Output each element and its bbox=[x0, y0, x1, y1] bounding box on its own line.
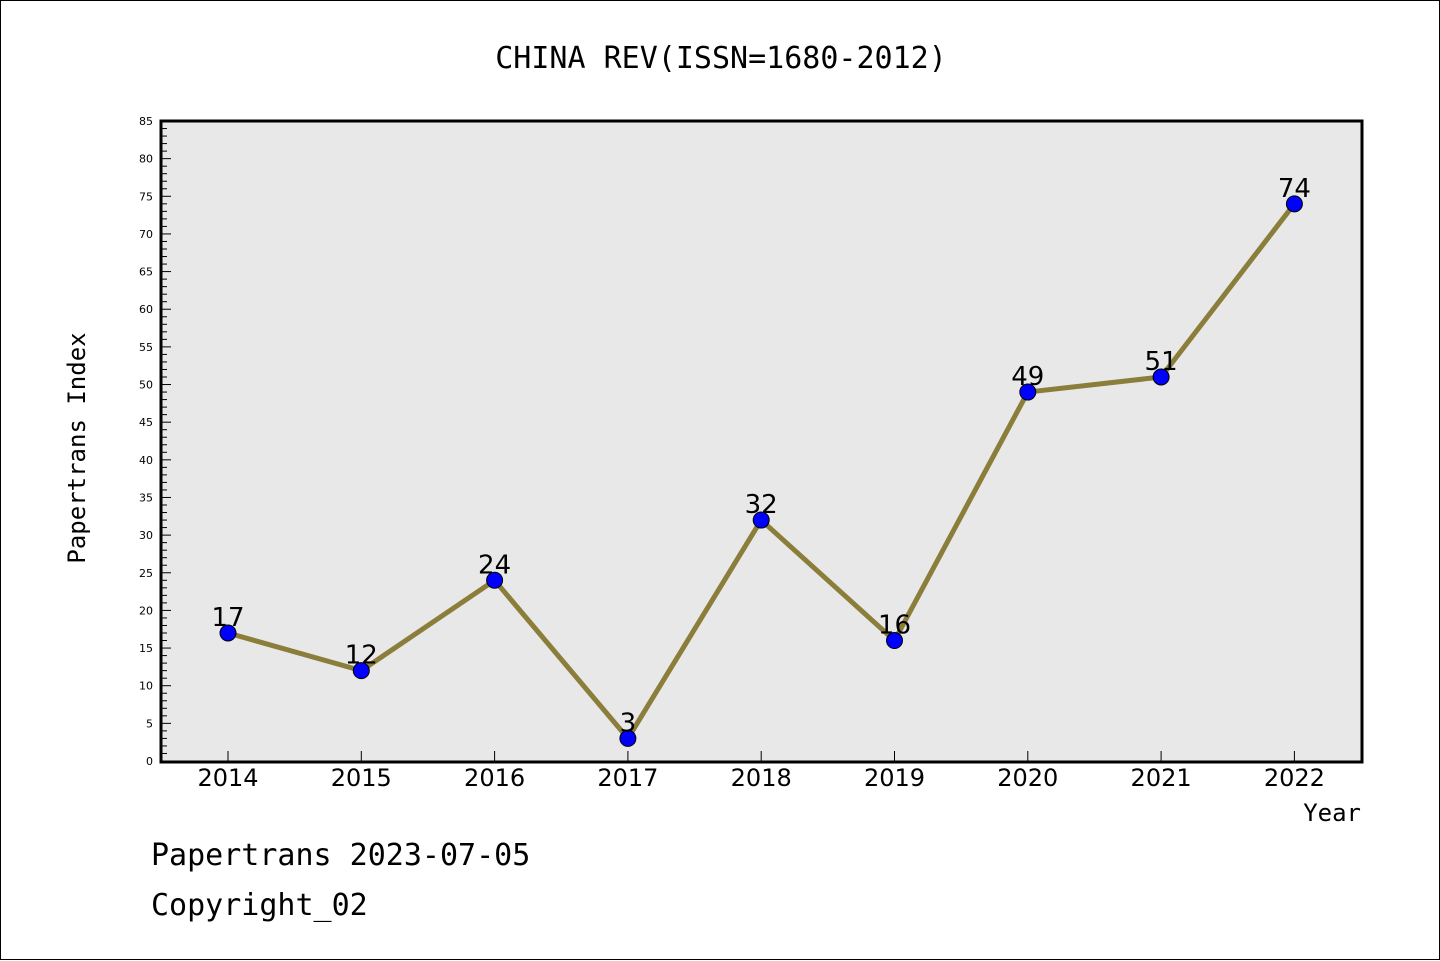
y-tick-label: 10 bbox=[139, 680, 153, 693]
y-tick-label: 25 bbox=[139, 567, 153, 580]
data-point bbox=[1285, 195, 1303, 213]
x-tick-label: 2014 bbox=[197, 764, 258, 792]
y-tick-label: 5 bbox=[146, 717, 153, 730]
x-tick-label: 2017 bbox=[597, 764, 658, 792]
plot-area bbox=[159, 119, 1364, 764]
y-tick-label: 20 bbox=[139, 604, 153, 617]
data-label: 12 bbox=[345, 641, 378, 671]
data-point bbox=[752, 511, 770, 529]
data-label: 74 bbox=[1278, 174, 1311, 204]
data-markers bbox=[219, 195, 1303, 747]
y-tick-label: 15 bbox=[139, 642, 153, 655]
y-tick-label: 35 bbox=[139, 491, 153, 504]
y-tick-label: 70 bbox=[139, 228, 153, 241]
footer-copyright: Copyright_02 bbox=[151, 888, 368, 923]
data-point bbox=[1152, 368, 1170, 386]
y-axis: 0 5 10 15 20 25 30 35 40 45 50 55 60 65 70 75 80 85 bbox=[139, 115, 171, 768]
data-label: 16 bbox=[878, 611, 911, 641]
chart-title: CHINA REV(ISSN=1680-2012) bbox=[495, 41, 947, 76]
data-point bbox=[486, 571, 504, 589]
data-point bbox=[1019, 383, 1037, 401]
data-point bbox=[886, 632, 903, 650]
data-point bbox=[352, 662, 370, 680]
data-label: 24 bbox=[478, 550, 511, 580]
y-tick-label: 40 bbox=[139, 454, 153, 467]
x-tick-label: 2022 bbox=[1264, 764, 1325, 792]
y-tick-label: 0 bbox=[146, 755, 153, 768]
y-tick-label: 45 bbox=[139, 416, 153, 429]
y-axis-title: Papertrans Index bbox=[63, 332, 91, 563]
y-tick-label: 60 bbox=[139, 303, 153, 316]
y-tick-label: 50 bbox=[139, 379, 153, 392]
x-tick-label: 2018 bbox=[731, 764, 792, 792]
data-label: 32 bbox=[745, 490, 778, 520]
data-point bbox=[219, 624, 237, 642]
data-label: 3 bbox=[620, 708, 637, 738]
data-point bbox=[619, 729, 637, 747]
data-label: 17 bbox=[211, 603, 244, 633]
y-tick-label: 30 bbox=[139, 529, 153, 542]
y-tick-label: 80 bbox=[139, 153, 153, 166]
x-axis-title: Year bbox=[1303, 799, 1361, 827]
x-tick-label: 2019 bbox=[864, 764, 925, 792]
x-tick-label: 2015 bbox=[331, 764, 392, 792]
y-tick-label: 75 bbox=[139, 190, 153, 203]
data-labels: 17 12 24 3 32 16 49 51 74 bbox=[211, 174, 1310, 739]
y-tick-label: 85 bbox=[139, 115, 153, 128]
y-tick-label: 55 bbox=[139, 341, 153, 354]
x-tick-label: 2016 bbox=[464, 764, 525, 792]
data-label: 49 bbox=[1011, 362, 1044, 392]
x-axis: 2014 2015 2016 2017 2018 2019 2020 2021 2022 bbox=[197, 751, 1325, 792]
y-tick-label: 65 bbox=[139, 266, 153, 279]
x-tick-label: 2020 bbox=[997, 764, 1058, 792]
data-label: 51 bbox=[1145, 347, 1178, 377]
x-tick-label: 2021 bbox=[1131, 764, 1192, 792]
footer-date: Papertrans 2023-07-05 bbox=[151, 838, 530, 873]
